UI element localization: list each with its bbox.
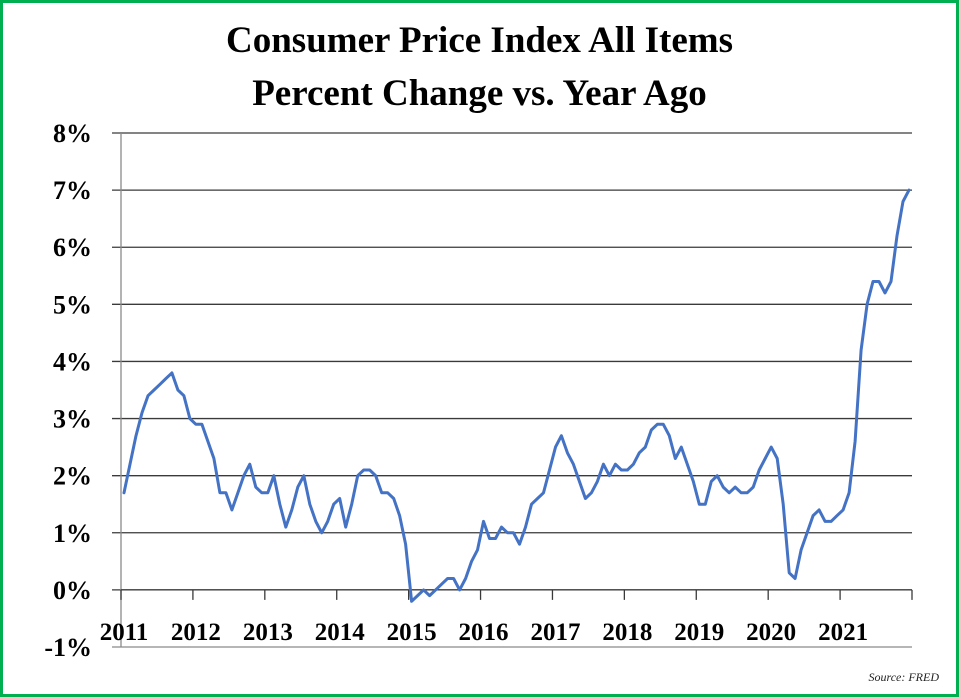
y-tick-label: 7% [53, 176, 92, 205]
x-tick-label: 2011 [100, 619, 149, 646]
x-tick-label: 2014 [315, 619, 366, 646]
axes [120, 133, 913, 647]
series-group [122, 188, 911, 603]
y-axis-tick-labels: 8% 7% 6% 5% 4% 3% 2% 1% 0% -1% [44, 119, 92, 662]
y-tick-label: 2% [53, 462, 92, 491]
y-tick-label: 5% [53, 290, 92, 319]
y-tick-label: 4% [53, 347, 92, 376]
x-tick-label: 2019 [674, 619, 724, 646]
y-tick-label: -1% [44, 633, 92, 662]
x-tick-label: 2017 [530, 619, 580, 646]
x-tick-label: 2020 [746, 619, 796, 646]
chart-subtitle: Percent Change vs. Year Ago [252, 73, 707, 114]
source-note: Source: FRED [868, 670, 939, 684]
x-tick-label: 2016 [459, 619, 509, 646]
series-line [122, 188, 911, 603]
x-tick-label: 2012 [171, 619, 221, 646]
chart-title: Consumer Price Index All Items [226, 20, 733, 61]
y-tick-label: 8% [53, 119, 92, 148]
y-tick-label: 1% [53, 519, 92, 548]
x-tick-label: 2013 [243, 619, 293, 646]
x-tick-label: 2018 [602, 619, 652, 646]
y-tick-label: 6% [53, 233, 92, 262]
x-tick-label: 2021 [818, 619, 868, 646]
gridlines [112, 132, 912, 648]
x-tick-label: 2015 [387, 619, 437, 646]
y-tick-label: 3% [53, 405, 92, 434]
y-tick-label: 0% [53, 576, 92, 605]
x-axis-tick-labels: 2011 2012 2013 2014 2015 2016 2017 2018 2019 2020… [100, 619, 868, 646]
